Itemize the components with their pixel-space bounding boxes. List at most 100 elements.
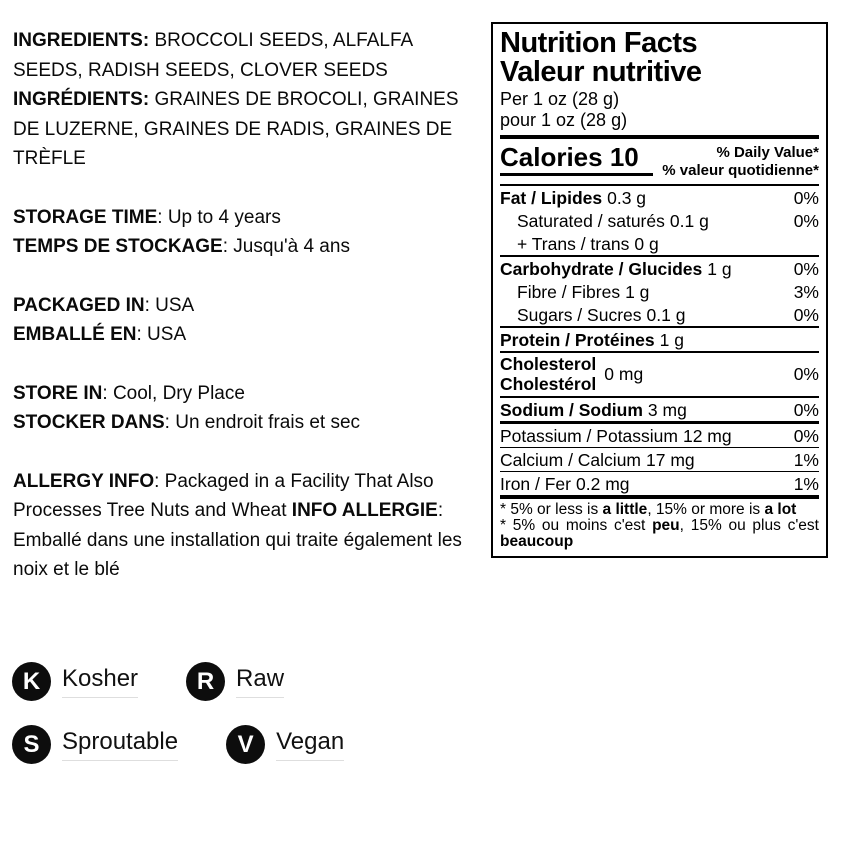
nutrition-row-iron: Iron / Fer 0.2 mg 1%: [500, 471, 819, 495]
nutrition-row-trans: + Trans / trans 0 g: [500, 232, 819, 255]
nutrient-dv: 0%: [793, 304, 819, 325]
badge-vegan: V Vegan: [226, 725, 345, 764]
allergy-label-en: ALLERGY INFO: [13, 470, 155, 492]
nutrient-name: Sugars / Sucres: [517, 304, 642, 325]
packaged-in-block: PACKAGED IN: USA EMBALLÉ EN: USA: [13, 291, 479, 350]
ingredients-value-en: BROCCOLI SEEDS, ALFALFA SEEDS, RADISH SE…: [13, 30, 413, 81]
storage-line-en: STORAGE TIME: Up to 4 years: [13, 203, 479, 233]
footnote-en: * 5% or less is a little, 15% or more is…: [500, 501, 797, 518]
nutrient-dv: 0%: [793, 425, 819, 446]
store-value-en: : Cool, Dry Place: [102, 382, 245, 404]
storage-line-fr: TEMPS DE STOCKAGE: Jusqu'à 4 ans: [13, 232, 479, 262]
allergy-value-fr: : Emballé dans une installation qui trai…: [13, 500, 462, 580]
store-in-block: STORE IN: Cool, Dry Place STOCKER DANS: …: [13, 379, 479, 438]
calories-section: Calories 10 % Daily Value* % valeur quot…: [500, 139, 819, 186]
thick-rule: [500, 135, 819, 139]
nutrition-row-fat: Fat / Lipides 0.3 g 0%: [500, 186, 819, 209]
nutrition-row-calcium: Calcium / Calcium 17 mg 1%: [500, 447, 819, 471]
serving-size-fr: pour 1 oz (28 g): [500, 110, 628, 130]
packaged-line-en: PACKAGED IN: USA: [13, 291, 479, 321]
storage-time-block: STORAGE TIME: Up to 4 years TEMPS DE STO…: [13, 203, 479, 262]
storage-label-fr: TEMPS DE STOCKAGE: [13, 236, 223, 257]
badge-raw-label: Raw: [236, 665, 285, 698]
nutrient-name: Sodium / Sodium: [500, 399, 643, 420]
serving-size-en: Per 1 oz (28 g): [500, 89, 620, 109]
nutrient-amount: 0.3 g: [607, 187, 647, 208]
cholesterol-name-en: Cholesterol: [500, 354, 597, 374]
nutrition-row-sugars: Sugars / Sucres 0.1 g 0%: [500, 303, 819, 326]
cholesterol-name-fr: Cholestérol: [500, 374, 597, 394]
kosher-icon: K: [12, 662, 51, 701]
nutrient-name: Carbohydrate / Glucides: [500, 258, 703, 279]
serving-size: Per 1 oz (28 g) pour 1 oz (28 g): [500, 89, 819, 131]
nutrient-amount: 12 mg: [682, 425, 732, 446]
nutrition-row-saturated: Saturated / saturés 0.1 g 0%: [500, 209, 819, 232]
store-label-fr: STOCKER DANS: [13, 412, 165, 433]
nutrient-dv: 0%: [793, 258, 819, 279]
ingredients-block: INGREDIENTS: BROCCOLI SEEDS, ALFALFA SEE…: [13, 26, 479, 174]
nutrient-amount: 0.1 g: [646, 304, 686, 325]
nutrient-name: Cholesterol Cholestérol: [500, 354, 596, 394]
nutrition-facts-panel: Nutrition Facts Valeur nutritive Per 1 o…: [491, 22, 828, 558]
nutrient-amount: 1 g: [625, 281, 650, 302]
vegan-icon: V: [226, 725, 266, 764]
nutrient-name: Protein / Protéines: [500, 329, 655, 350]
nutrient-dv: 0%: [793, 399, 819, 420]
nutrition-row-cholesterol: Cholesterol Cholestérol 0 mg 0%: [500, 351, 819, 396]
calories-value: Calories 10: [500, 143, 653, 176]
nutrient-name: Calcium / Calcium: [500, 449, 641, 470]
daily-value-header: % Daily Value* % valeur quotidienne*: [662, 144, 819, 180]
store-line-en: STORE IN: Cool, Dry Place: [13, 379, 479, 409]
ingredients-value-fr: GRAINES DE BROCOLI, GRAINES DE LUZERNE, …: [13, 89, 459, 169]
nutrition-row-protein: Protein / Protéines 1 g: [500, 326, 819, 351]
allergy-value-en: : Packaged in a Facility That Also Proce…: [13, 470, 434, 522]
nutrient-name: Fibre / Fibres: [517, 281, 621, 302]
nutrient-amount: 3 mg: [647, 399, 687, 420]
store-label-en: STORE IN: [13, 382, 103, 404]
packaged-value-en: : USA: [144, 294, 195, 316]
badge-kosher: K Kosher: [12, 662, 139, 701]
nutrient-dv: 0%: [793, 210, 819, 231]
nutrient-amount: 0 mg: [604, 364, 644, 384]
badge-row-1: K Kosher R Raw: [12, 662, 344, 701]
nutrient-amount: 0.1 g: [669, 210, 709, 231]
daily-value-footnote: * 5% or less is a little, 15% or more is…: [500, 495, 819, 550]
nutrient-name: + Trans / trans: [517, 233, 630, 254]
badge-row-2: S Sproutable V Vegan: [12, 725, 345, 764]
nutrient-amount: 0.2 mg: [576, 473, 630, 494]
badge-kosher-label: Kosher: [62, 665, 139, 698]
storage-value-en: : Up to 4 years: [157, 206, 281, 228]
badge-raw: R Raw: [186, 662, 285, 701]
allergy-text-en: ALLERGY INFO: Packaged in a Facility Tha…: [13, 471, 434, 522]
allergy-info-block: ALLERGY INFO: Packaged in a Facility Tha…: [13, 467, 479, 585]
nutrient-amount: 17 mg: [646, 449, 695, 470]
storage-value-fr: : Jusqu'à 4 ans: [222, 236, 350, 257]
nutrient-name: Saturated / saturés: [517, 210, 665, 231]
nutrient-name: Fat / Lipides: [500, 187, 603, 208]
badge-sproutable: S Sproutable: [12, 725, 179, 764]
badge-vegan-label: Vegan: [276, 728, 345, 761]
nutrient-dv: 1%: [793, 473, 819, 494]
nutrition-title-en: Nutrition Facts: [500, 27, 698, 59]
nutrient-amount: 0 g: [634, 233, 659, 254]
nutrition-title-fr: Valeur nutritive: [500, 56, 702, 88]
ingredients-label-fr: INGRÉDIENTS:: [13, 89, 150, 110]
nutrient-amount: 1 g: [707, 258, 732, 279]
packaged-line-fr: EMBALLÉ EN: USA: [13, 320, 479, 350]
allergy-label-fr: INFO ALLERGIE: [291, 500, 438, 521]
packaged-value-fr: : USA: [136, 324, 187, 345]
nutrient-name: Potassium / Potassium: [500, 425, 678, 446]
packaged-label-fr: EMBALLÉ EN: [13, 324, 137, 345]
nutrition-row-sodium: Sodium / Sodium 3 mg 0%: [500, 396, 819, 421]
nutrition-row-carbohydrate: Carbohydrate / Glucides 1 g 0%: [500, 255, 819, 280]
nutrient-name: Iron / Fer: [500, 473, 571, 494]
nutrition-row-fibre: Fibre / Fibres 1 g 3%: [500, 280, 819, 303]
daily-value-header-en: % Daily Value*: [716, 144, 819, 161]
nutrient-dv: 0%: [793, 364, 819, 384]
storage-label-en: STORAGE TIME: [13, 206, 158, 228]
certification-badges: K Kosher R Raw S Sproutable V Vegan: [12, 662, 345, 764]
store-line-fr: STOCKER DANS: Un endroit frais et sec: [13, 408, 479, 438]
allergy-text-fr: INFO ALLERGIE: Emballé dans une installa…: [13, 500, 462, 580]
sproutable-icon: S: [12, 725, 51, 764]
nutrient-dv: 0%: [793, 187, 819, 208]
